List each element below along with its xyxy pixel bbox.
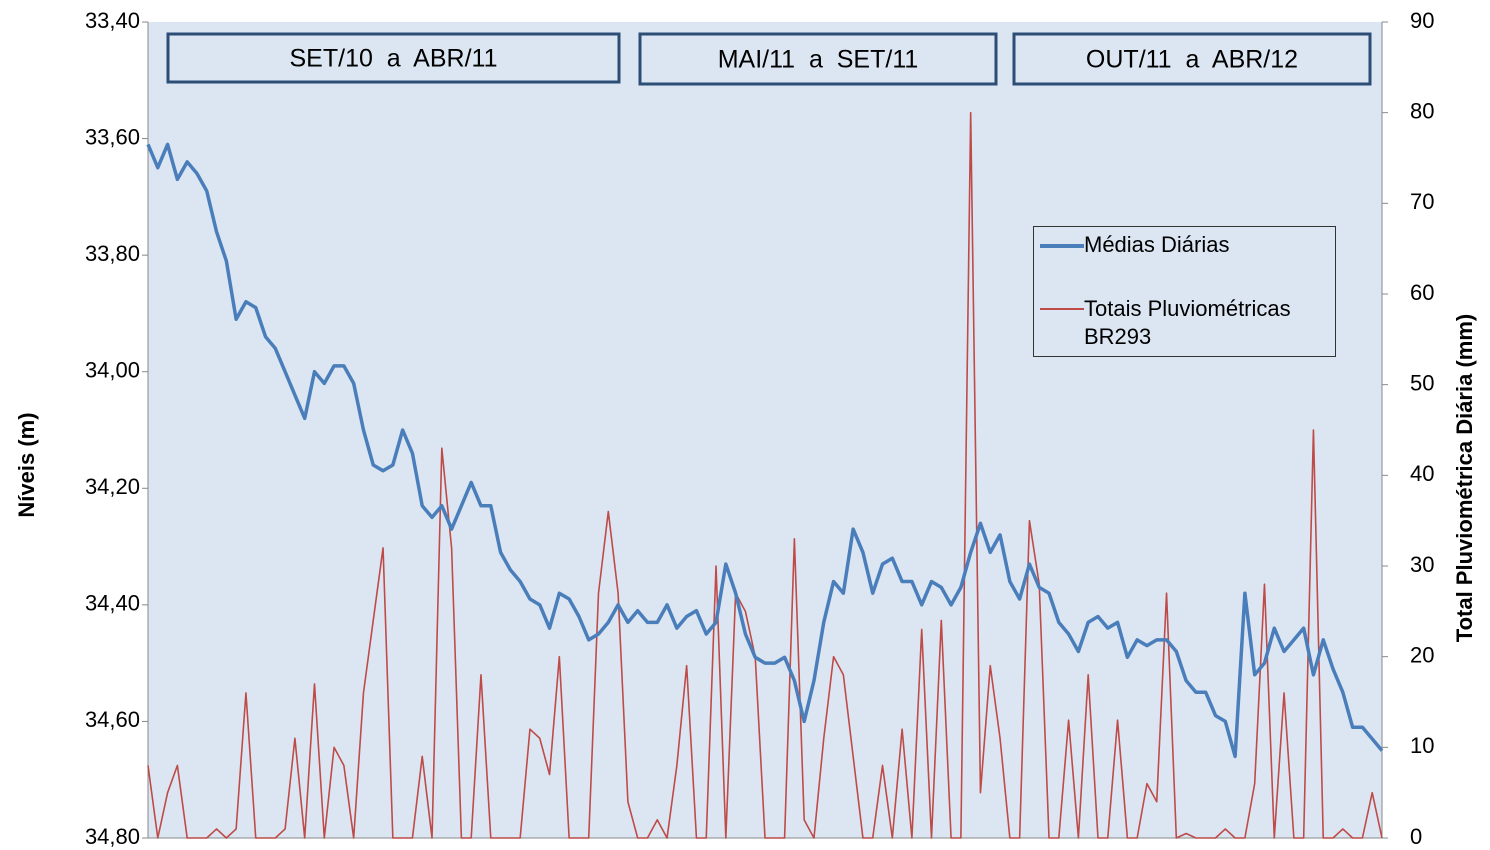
y2-tick-label: 50 bbox=[1410, 370, 1434, 395]
y2-tick-label: 60 bbox=[1410, 280, 1434, 305]
legend-label: Médias Diárias bbox=[1084, 232, 1230, 257]
y2-tick-label: 80 bbox=[1410, 98, 1434, 123]
y-tick-label: 33,40 bbox=[85, 8, 140, 33]
series-line bbox=[147, 111, 1383, 839]
y-tick-label: 33,80 bbox=[85, 241, 140, 266]
y2-tick-label: 0 bbox=[1410, 824, 1422, 849]
annotation-box bbox=[638, 32, 998, 86]
annotation: SET/10 a ABR/11 bbox=[290, 45, 498, 73]
y2-tick-label: 30 bbox=[1410, 552, 1434, 577]
y-tick-label: 34,60 bbox=[85, 707, 140, 732]
y-tick-label: 34,20 bbox=[85, 474, 140, 499]
y2-tick-label: 40 bbox=[1410, 461, 1434, 486]
annotation: MAI/11 a SET/11 bbox=[718, 46, 919, 74]
plot-area bbox=[148, 22, 1382, 838]
y2-tick-label: 70 bbox=[1410, 189, 1434, 214]
series-line bbox=[146, 142, 1384, 759]
y2-tick-label: 10 bbox=[1410, 733, 1434, 758]
legend-label: Totais Pluviométricas BR293 bbox=[1084, 296, 1291, 349]
y-tick-label: 34,00 bbox=[85, 358, 140, 383]
legend-swatch bbox=[1040, 308, 1084, 310]
legend: Médias Diárias Totais Pluviométricas BR29… bbox=[1033, 226, 1336, 357]
legend-item: Médias Diárias bbox=[1040, 231, 1332, 259]
annotation: OUT/11 a ABR/12 bbox=[1086, 46, 1298, 74]
y-tick-label: 34,80 bbox=[85, 824, 140, 849]
legend-item: Totais Pluviométricas BR293 bbox=[1040, 295, 1332, 351]
y-tick-label: 33,60 bbox=[85, 124, 140, 149]
legend-swatch bbox=[1040, 244, 1084, 248]
y-axis-title: Níveis (m) bbox=[14, 412, 39, 517]
y2-axis-title: Total Pluviométrica Diária (mm) bbox=[1452, 314, 1477, 642]
y2-tick-label: 20 bbox=[1410, 642, 1434, 667]
y2-tick-label: 90 bbox=[1410, 8, 1434, 33]
annotation-box bbox=[166, 32, 621, 84]
y-tick-label: 34,40 bbox=[85, 591, 140, 616]
annotation-box bbox=[1012, 32, 1372, 86]
